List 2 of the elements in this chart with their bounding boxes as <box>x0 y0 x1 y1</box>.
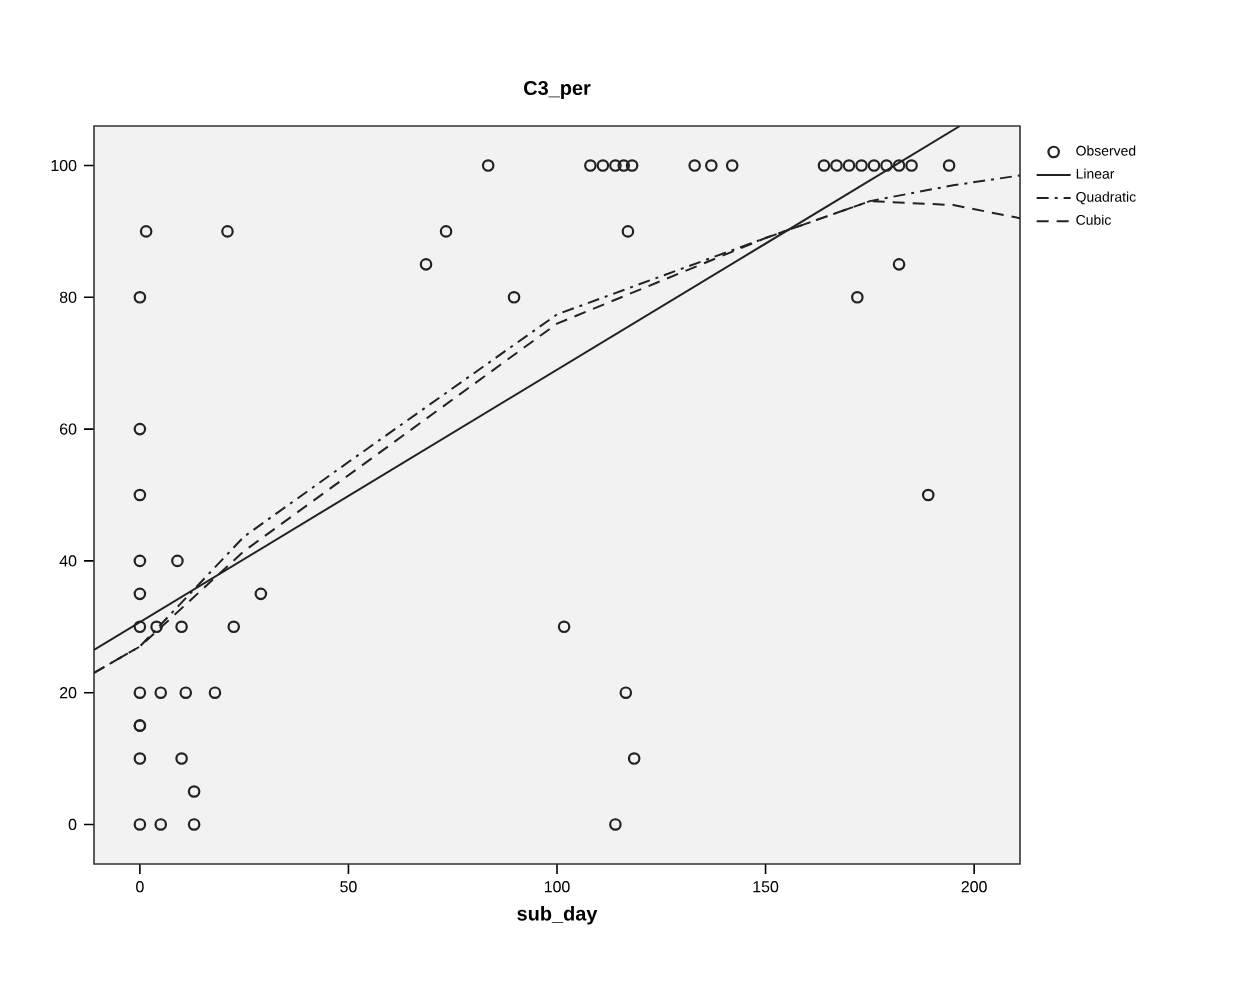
x-axis-title: sub_day <box>517 906 598 925</box>
chart-title: C3_per <box>524 80 591 99</box>
